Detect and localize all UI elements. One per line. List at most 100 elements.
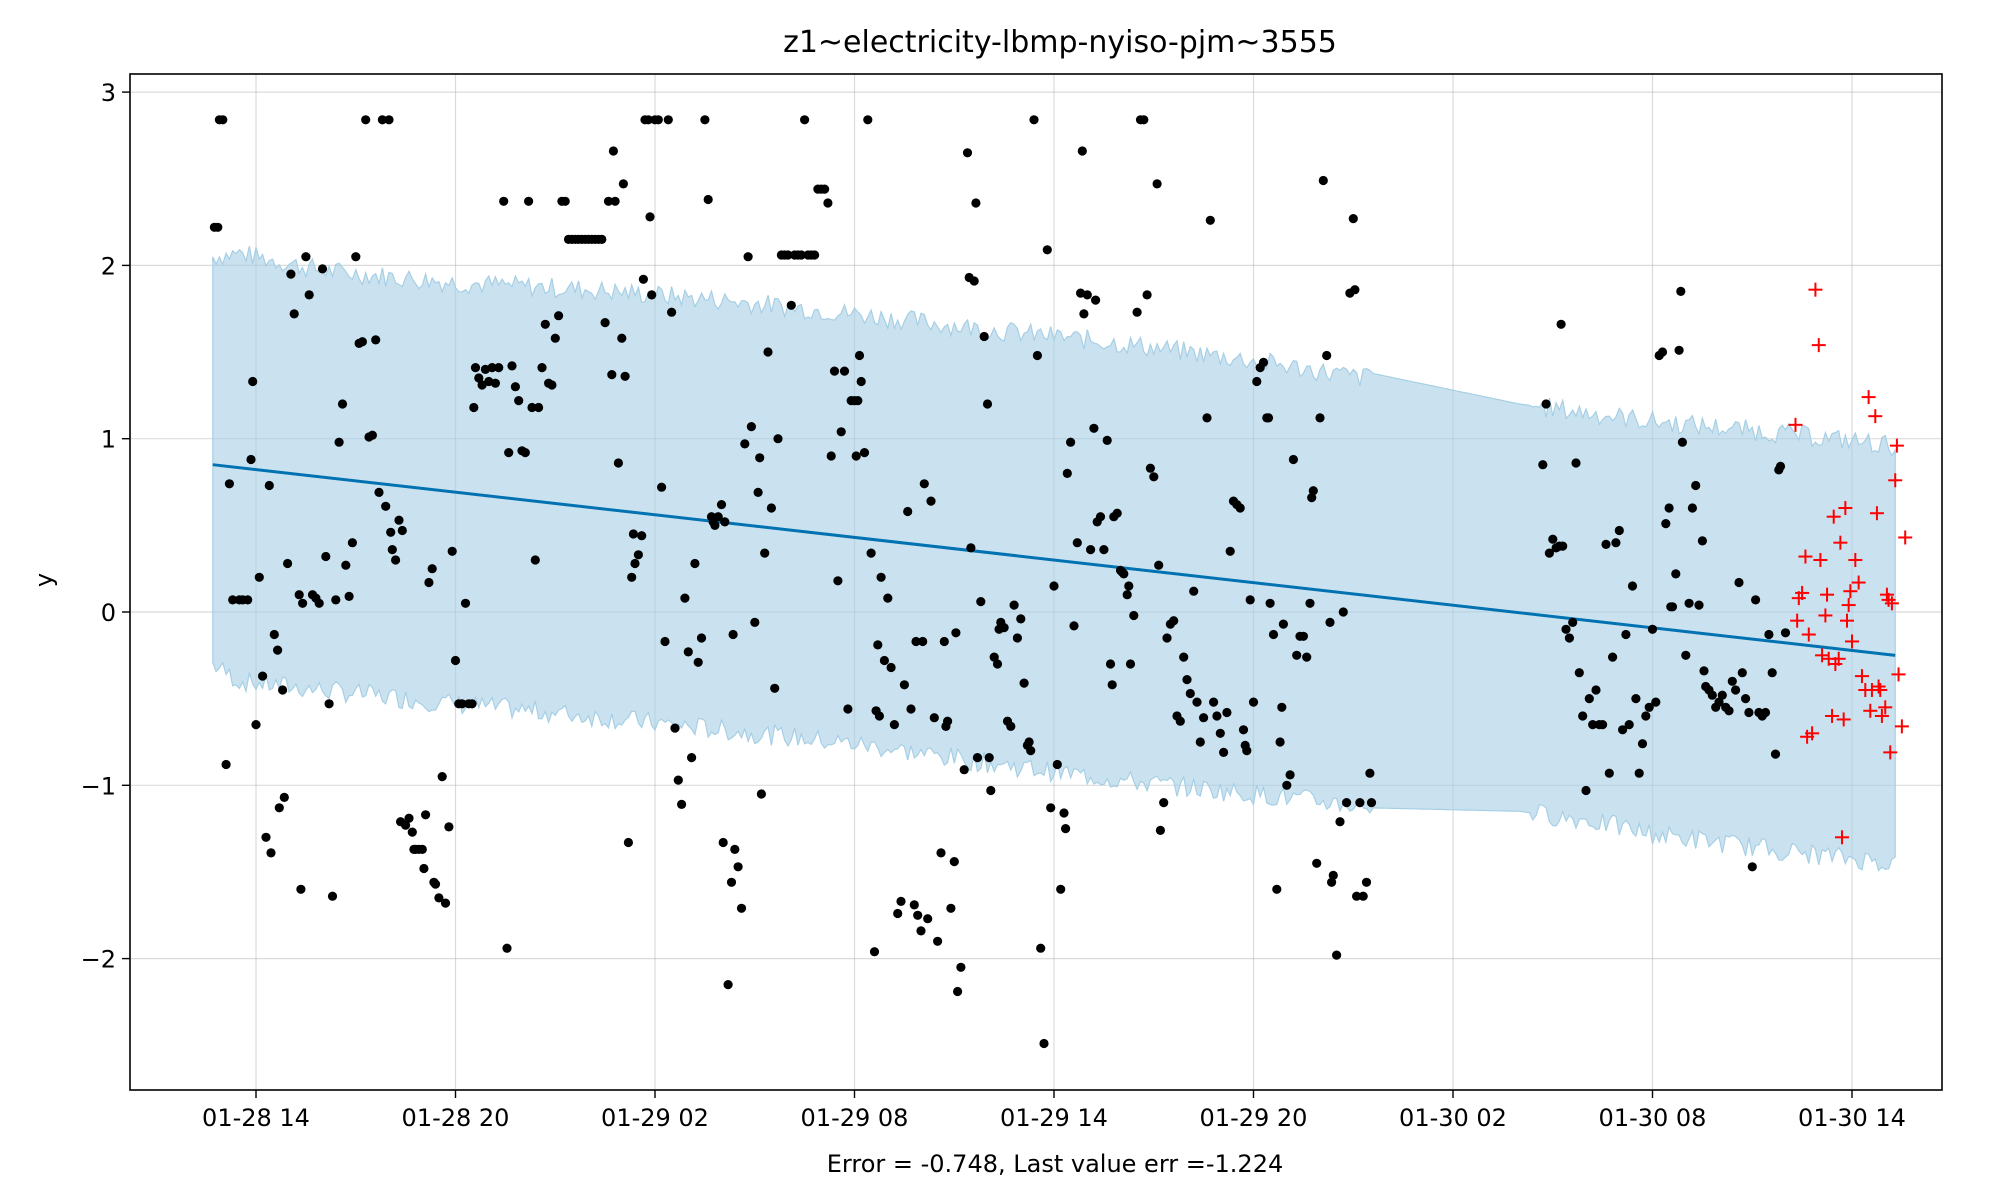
observed-point xyxy=(733,862,743,872)
observed-point xyxy=(1112,508,1122,518)
observed-point xyxy=(474,373,484,383)
observed-point xyxy=(713,512,723,522)
observed-point xyxy=(597,234,607,244)
observed-point xyxy=(933,936,943,946)
observed-point xyxy=(916,926,926,936)
x-tick-label: 01-30 02 xyxy=(1399,1104,1507,1132)
observed-point xyxy=(258,671,268,681)
forecast-actual-point xyxy=(1790,613,1805,628)
x-tick-label: 01-30 14 xyxy=(1798,1104,1906,1132)
observed-point xyxy=(1574,668,1584,678)
observed-point xyxy=(1179,652,1189,662)
observed-point xyxy=(663,115,673,125)
observed-point xyxy=(1731,685,1741,695)
observed-point xyxy=(1691,480,1701,491)
observed-point xyxy=(1770,749,1781,759)
observed-point xyxy=(1618,725,1628,735)
observed-point xyxy=(1365,768,1375,778)
observed-point xyxy=(1697,536,1707,546)
observed-point xyxy=(843,704,853,714)
observed-point xyxy=(972,753,983,763)
observed-point xyxy=(273,645,283,655)
observed-point xyxy=(1671,569,1681,579)
observed-point xyxy=(550,333,560,343)
observed-point xyxy=(1159,798,1169,808)
observed-point xyxy=(298,598,308,608)
observed-point xyxy=(1265,598,1275,608)
observed-point xyxy=(1012,633,1023,643)
observed-point xyxy=(746,422,757,432)
forecast-actual-point xyxy=(1848,553,1863,568)
observed-point xyxy=(786,300,796,310)
observed-point xyxy=(1335,817,1345,827)
observed-point xyxy=(1624,720,1634,730)
observed-point xyxy=(1154,560,1164,570)
observed-point xyxy=(1548,534,1558,544)
observed-point xyxy=(1149,472,1159,482)
observed-point xyxy=(283,558,293,569)
observed-point xyxy=(1215,728,1225,738)
observed-point xyxy=(424,577,434,588)
forecast-actual-point xyxy=(1805,726,1820,741)
observed-point xyxy=(547,380,557,390)
observed-point xyxy=(1604,768,1614,778)
observed-point xyxy=(469,402,479,413)
observed-point xyxy=(317,264,328,274)
observed-point xyxy=(1258,357,1269,367)
observed-point xyxy=(923,914,933,924)
observed-point xyxy=(1175,716,1185,726)
x-tick-label: 01-28 20 xyxy=(402,1104,510,1132)
observed-point xyxy=(1285,770,1295,780)
x-tick-label: 01-28 14 xyxy=(202,1104,310,1132)
observed-point xyxy=(279,792,289,803)
observed-point xyxy=(421,810,431,820)
observed-point xyxy=(1024,737,1034,747)
observed-point xyxy=(883,593,893,603)
observed-point xyxy=(810,250,820,260)
observed-point xyxy=(743,252,753,262)
observed-point xyxy=(444,822,454,832)
observed-point xyxy=(1558,541,1568,551)
observed-point xyxy=(377,115,387,125)
observed-point xyxy=(1350,285,1360,295)
observed-point xyxy=(248,376,258,387)
observed-point xyxy=(657,482,667,492)
observed-point xyxy=(854,350,865,361)
observed-point xyxy=(1352,891,1362,901)
observed-point xyxy=(274,803,284,813)
observed-point xyxy=(467,699,477,709)
observed-point xyxy=(1644,702,1654,712)
observed-point xyxy=(1199,713,1209,723)
forecast-actual-point xyxy=(1863,703,1878,718)
observed-point xyxy=(750,617,760,628)
forecast-actual-point xyxy=(1815,648,1830,663)
observed-point xyxy=(1209,697,1219,707)
observed-point xyxy=(243,595,253,605)
observed-point xyxy=(873,640,883,650)
y-tick-label: 3 xyxy=(101,79,116,107)
observed-point xyxy=(1724,706,1734,716)
observed-point xyxy=(1275,737,1285,747)
observed-point xyxy=(716,500,727,510)
observed-point xyxy=(386,527,396,537)
observed-point xyxy=(653,115,663,125)
observed-point xyxy=(984,753,994,763)
observed-point xyxy=(1751,595,1761,605)
observed-point xyxy=(264,480,274,491)
observed-point xyxy=(971,198,981,208)
observed-point xyxy=(401,820,411,830)
observed-point xyxy=(992,659,1003,669)
observed-point xyxy=(690,558,700,569)
observed-point xyxy=(321,551,331,562)
observed-point xyxy=(1042,245,1052,255)
observed-point xyxy=(839,366,850,376)
observed-point xyxy=(1069,621,1079,631)
observed-point xyxy=(1077,146,1087,156)
forecast-actual-point xyxy=(1891,667,1906,682)
observed-point xyxy=(643,115,654,125)
observed-point xyxy=(603,196,614,206)
forecast-actual-point xyxy=(1878,700,1893,715)
observed-point xyxy=(1734,577,1744,588)
observed-point xyxy=(687,753,697,763)
observed-point xyxy=(1152,179,1162,189)
